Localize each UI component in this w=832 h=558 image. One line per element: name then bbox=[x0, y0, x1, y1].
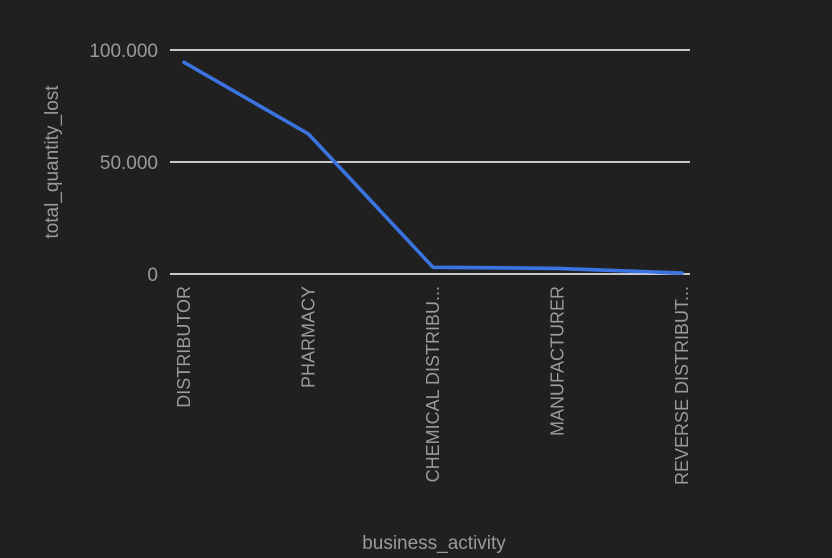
series-line-0 bbox=[182, 60, 684, 275]
x-tick-label: PHARMACY bbox=[299, 286, 319, 388]
x-tick-label: REVERSE DISTRIBUT... bbox=[672, 286, 692, 485]
gridlines bbox=[170, 49, 690, 275]
x-tick-label: MANUFACTURER bbox=[548, 286, 568, 436]
y-axis-title: total_quantity_lost bbox=[42, 85, 63, 239]
y-axis-ticks: 0 50.000 100.000 bbox=[89, 41, 158, 286]
x-axis-ticks: DISTRIBUTOR PHARMACY CHEMICAL DISTRIBU... M… bbox=[174, 286, 692, 485]
x-tick-label: DISTRIBUTOR bbox=[174, 286, 194, 408]
y-tick-label: 0 bbox=[147, 265, 158, 286]
y-tick-label: 50.000 bbox=[100, 153, 158, 174]
y-tick-label: 100.000 bbox=[89, 41, 158, 62]
series-layer bbox=[182, 60, 684, 275]
x-tick-label: CHEMICAL DISTRIBU... bbox=[423, 286, 443, 482]
x-axis-title: business_activity bbox=[362, 533, 506, 554]
